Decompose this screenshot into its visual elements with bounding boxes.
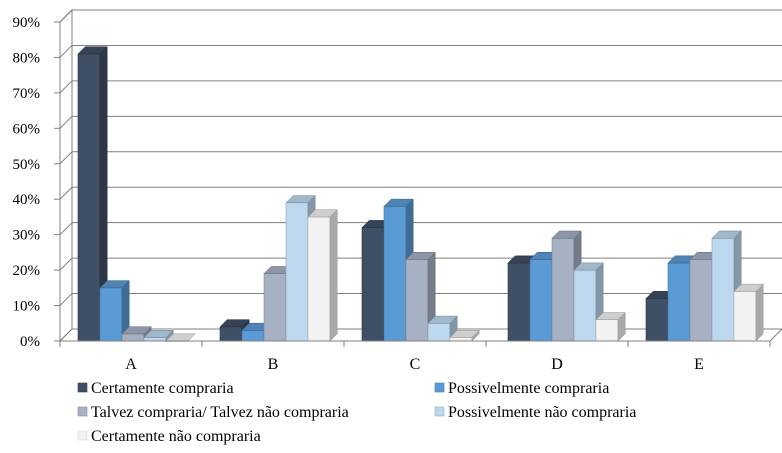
gridline-side [59,80,73,94]
bar-front [449,337,473,342]
x-tick-label: D [551,356,563,373]
bar [307,209,338,342]
legend-item: Certamente não compraria [77,428,261,445]
y-tick-label: 20% [13,263,41,279]
bar-top [307,209,338,218]
gridline-side [59,257,73,271]
bar-top [143,330,174,338]
bar-front [689,259,713,342]
x-tick-label: C [410,356,421,373]
bar [427,315,458,342]
bar-top [383,198,414,207]
bar-front [645,298,669,342]
bar [383,198,414,342]
bar-front [121,333,145,342]
bar-top [77,46,108,55]
bar-front [99,287,123,342]
y-axis: 0% 10% 20% 30% 40% 50% 60% 70% 80% 90% [13,15,61,350]
bar-front [507,262,531,342]
gridline-side [59,293,73,306]
bar-front [529,259,553,342]
y-tick-label: 0% [20,334,40,350]
legend-label: Possivelmente compraria [448,380,609,397]
bar-front [551,237,575,342]
legend-swatch [77,430,88,441]
y-tick-label: 30% [13,228,41,244]
bar-front [667,262,691,342]
legend-swatch [434,382,445,393]
legend-swatch [77,406,88,417]
bar-front [595,319,619,342]
gridline-side [59,45,73,58]
bar-top [405,252,436,260]
gridline-side [59,222,73,236]
y-tick-label: 40% [13,192,41,208]
x-tick-label: B [268,356,279,373]
bar-top [219,319,250,328]
legend: Certamente compraria Possivelmente compra… [77,380,636,445]
bar-front [285,202,309,342]
bar-front [711,237,735,342]
side-wall [59,8,73,343]
bar-top [573,262,604,271]
legend-item: Possivelmente compraria [434,380,609,397]
y-tick-label: 90% [13,15,41,31]
bar [733,283,764,342]
x-tick-label: A [125,356,137,373]
bar-front [573,269,597,342]
bar-top [285,195,316,204]
y-tick-label: 60% [13,121,41,137]
bar-top [733,283,764,292]
legend-item: Talvez compraria/ Talvez não compraria [77,404,349,421]
bar-side [329,209,338,342]
bar-top [449,330,480,338]
legend-label: Possivelmente não compraria [448,404,636,421]
y-tick-label: 10% [13,299,41,315]
bar-top [551,230,582,239]
legend-label: Certamente compraria [91,380,234,397]
y-tick-label: 50% [13,157,41,173]
legend-label: Certamente não compraria [91,428,261,445]
gridline-side [59,186,73,200]
bar [449,329,480,342]
bar [143,329,174,342]
x-axis: A B C D E [59,340,771,373]
bar-top [121,326,152,335]
legend-swatch [434,406,445,417]
gridlines [59,9,782,342]
bar-top [595,312,626,320]
bar [595,311,626,342]
bar-front [383,206,407,342]
bar [711,230,742,342]
y-tick-label: 70% [13,86,41,102]
gridline-side [59,115,73,129]
gridline-side [59,151,73,165]
bar-front [77,53,101,342]
gridline-side [59,328,73,342]
bar-top [711,230,742,239]
y-tick-label: 80% [13,50,41,66]
bar-front [307,216,331,342]
legend-item: Possivelmente não compraria [434,404,636,421]
legend-item: Certamente compraria [77,380,234,397]
bar-front [219,326,243,342]
bar-top [99,280,130,289]
bar-front [405,259,429,342]
bar-front [361,227,385,342]
gridline-side [59,9,73,23]
bar-top [427,315,458,324]
bar-front [733,291,757,342]
bar-front [241,330,265,342]
bar-front [263,273,287,342]
x-tick-label: E [694,356,704,373]
bar-front [143,337,167,342]
bar-front [427,322,451,342]
plot-area [77,46,764,342]
legend-label: Talvez compraria/ Talvez não compraria [91,404,349,421]
legend-swatch [77,382,88,393]
bar [99,280,130,342]
bar-side [755,283,764,342]
